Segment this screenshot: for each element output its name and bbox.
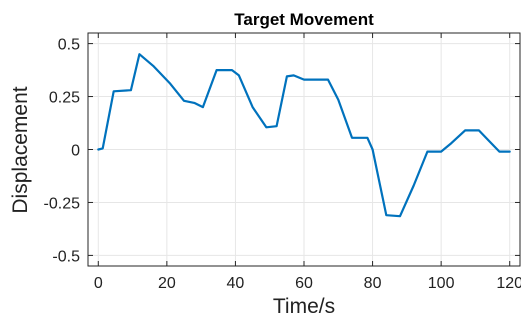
y-tick-label: -0.5 (52, 248, 80, 265)
x-tick-label: 120 (496, 275, 521, 292)
axis-ticks (88, 33, 520, 266)
x-tick-label: 80 (364, 275, 382, 292)
x-tick-label: 100 (428, 275, 455, 292)
x-tick-label: 60 (295, 275, 313, 292)
chart-title: Target Movement (234, 10, 374, 29)
grid (88, 33, 520, 266)
y-tick-label: 0.25 (49, 90, 80, 107)
y-tick-label: 0.5 (58, 37, 80, 54)
series-line (97, 53, 511, 218)
y-tick-label: -0.25 (44, 195, 81, 212)
x-tick-label: 40 (227, 275, 245, 292)
x-tick-label: 20 (158, 275, 176, 292)
x-tick-label: 0 (94, 275, 103, 292)
x-tick-labels: 0 20 40 60 80 100 120 (94, 275, 521, 292)
y-tick-label: 0 (71, 143, 80, 160)
y-axis-label: Displacement (9, 86, 32, 213)
series-layer (97, 53, 511, 218)
x-axis-label: Time/s (273, 295, 335, 318)
y-tick-labels: 0.5 0.25 0 -0.25 -0.5 (44, 37, 81, 266)
